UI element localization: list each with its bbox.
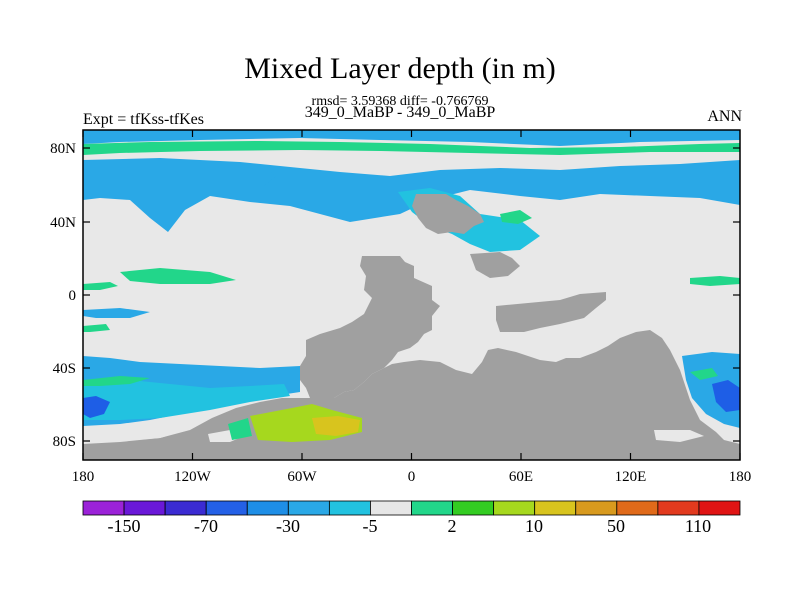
colorbar	[82, 500, 741, 516]
colorbar-swatch	[534, 500, 577, 516]
colorbar-label: -150	[108, 516, 141, 536]
north-blue-patch	[236, 166, 276, 186]
east-southern-darkblue	[712, 380, 740, 412]
asia-land	[496, 292, 606, 332]
tropical-green-streak	[120, 268, 236, 284]
colorbar-label: 10	[525, 516, 543, 536]
tropical-blue-patch	[83, 308, 150, 318]
y-tick-label: 0	[69, 288, 77, 304]
colorbar-label: 110	[685, 516, 711, 536]
colorbar-label: -5	[363, 516, 378, 536]
x-axis	[82, 130, 741, 460]
colorbar-label: 2	[448, 516, 457, 536]
ice-light-patch-3	[134, 426, 180, 440]
x-tick-label: 60W	[287, 469, 317, 485]
north-green-patch	[500, 210, 532, 224]
americas-land	[300, 256, 440, 398]
colorbar-label: 50	[607, 516, 625, 536]
colorbar-swatch	[205, 500, 248, 516]
map-panel	[83, 130, 740, 460]
colorbar-swatch	[575, 500, 618, 516]
southern-ocean-cyan	[83, 380, 290, 420]
colorbar-swatch	[287, 500, 330, 516]
y-tick-label: 80N	[50, 141, 76, 157]
colorbar-swatch	[493, 500, 536, 516]
weddell-green-overlay	[228, 418, 252, 440]
east-southern-green	[690, 368, 718, 380]
rmsd-text: rmsd= 3.59368 diff= -0.766769	[311, 94, 489, 109]
colorbar-swatch	[328, 500, 371, 516]
y-tick-label: 80S	[53, 434, 76, 450]
colorbar-swatch	[698, 500, 741, 516]
y-tick-label: 40S	[53, 361, 76, 377]
africa-patch-land	[470, 252, 520, 278]
green-sliver	[83, 324, 110, 332]
colorbar-swatch	[452, 500, 495, 516]
ice-light-patch-2	[654, 430, 704, 442]
x-tick-label: 0	[408, 469, 416, 485]
east-green-streak	[690, 276, 740, 286]
colorbar-swatch	[616, 500, 659, 516]
x-tick-label: 180	[729, 469, 752, 485]
colorbar-label: -30	[276, 516, 300, 536]
y-axis	[83, 147, 740, 442]
expt-label: Expt = tfKss-tfKes	[83, 111, 205, 128]
greenland-land	[412, 194, 484, 234]
colorbar-labels: -150 -70 -30 -5 2 10 50 110	[108, 516, 712, 536]
colorbar-swatch	[370, 500, 412, 516]
arctic-green-band	[83, 141, 740, 155]
tropical-green-streak-2	[83, 282, 118, 290]
colorbar-swatch	[657, 500, 700, 516]
colorbar-swatch	[411, 500, 453, 516]
colorbar-label: -70	[194, 516, 218, 536]
weddell-orange-overlay	[312, 416, 360, 436]
arctic-blue-band	[83, 130, 740, 146]
x-tick-label: 180	[72, 469, 95, 485]
season-label: ANN	[707, 108, 742, 125]
colorbar-swatch	[123, 500, 166, 516]
colorbar-swatch	[246, 500, 289, 516]
colorbar-swatch	[82, 500, 125, 516]
colorbar-swatch	[164, 500, 207, 516]
plot-title: Mixed Layer depth (in m)	[244, 52, 556, 85]
southern-ocean-green	[83, 376, 150, 386]
plot-subtitle: 349_0_MaBP - 349_0_MaBP	[304, 104, 496, 121]
x-tick-label: 60E	[509, 469, 533, 485]
y-tick-label: 40N	[50, 215, 76, 231]
southern-ocean-darkblue	[83, 396, 110, 418]
x-tick-label: 120W	[174, 469, 212, 485]
x-tick-label: 120E	[615, 469, 647, 485]
